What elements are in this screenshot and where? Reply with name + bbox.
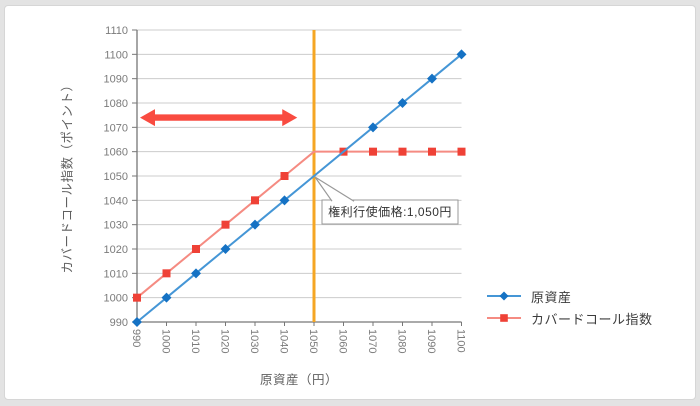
- svg-text:1010: 1010: [189, 329, 201, 353]
- svg-text:1040: 1040: [104, 195, 128, 207]
- svg-text:1080: 1080: [396, 329, 408, 353]
- svg-text:1050: 1050: [104, 171, 128, 183]
- svg-text:1090: 1090: [104, 74, 128, 86]
- svg-text:1100: 1100: [104, 49, 128, 61]
- legend-label-covered-call: カバードコール指数: [531, 311, 653, 327]
- svg-text:1030: 1030: [248, 329, 260, 353]
- svg-text:990: 990: [130, 329, 142, 347]
- svg-text:1030: 1030: [104, 220, 128, 232]
- svg-text:1100: 1100: [455, 329, 467, 353]
- svg-text:1020: 1020: [104, 244, 128, 256]
- svg-text:1040: 1040: [278, 329, 290, 353]
- svg-text:1070: 1070: [366, 329, 378, 353]
- svg-text:1090: 1090: [425, 329, 437, 353]
- legend-label-underlying: 原資産: [531, 289, 572, 305]
- svg-text:1080: 1080: [104, 98, 128, 110]
- svg-text:1000: 1000: [160, 329, 172, 353]
- svg-text:1020: 1020: [219, 329, 231, 353]
- svg-text:1010: 1010: [104, 268, 128, 280]
- x-axis-title: 原資産（円）: [259, 373, 339, 387]
- svg-text:1060: 1060: [104, 147, 128, 159]
- y-axis-title: カバードコール指数（ポイント）: [60, 78, 75, 274]
- legend: 原資産 カバードコール指数: [486, 285, 653, 329]
- underlying-series-swatch-icon: [486, 289, 522, 303]
- svg-text:1050: 1050: [307, 329, 319, 353]
- svg-text:990: 990: [110, 317, 128, 329]
- svg-text:1060: 1060: [337, 329, 349, 353]
- legend-item-covered-call: カバードコール指数: [486, 307, 653, 329]
- svg-text:1000: 1000: [104, 293, 128, 305]
- svg-text:権利行使価格:1,050円: 権利行使価格:1,050円: [328, 204, 452, 219]
- legend-item-underlying: 原資産: [486, 285, 653, 307]
- svg-text:1070: 1070: [104, 122, 128, 134]
- svg-text:1110: 1110: [105, 25, 128, 37]
- covered-call-series-swatch-icon: [486, 311, 522, 325]
